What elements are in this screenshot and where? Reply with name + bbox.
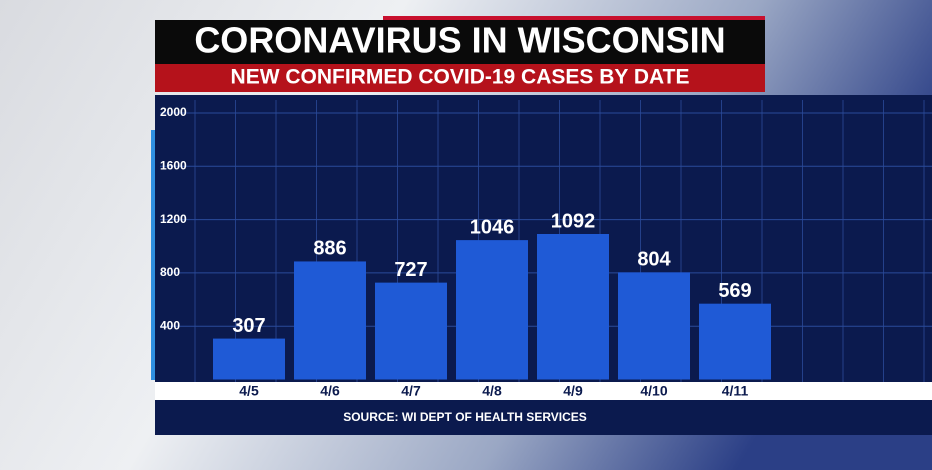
x-tick-label: 4/7 xyxy=(401,383,421,399)
x-tick-label: 4/6 xyxy=(320,383,340,399)
x-tick-label: 4/9 xyxy=(563,383,583,399)
bar xyxy=(699,303,771,380)
bar xyxy=(213,338,285,380)
x-tick-label: 4/11 xyxy=(722,383,749,399)
value-label: 886 xyxy=(313,238,346,260)
bar xyxy=(537,233,609,380)
bar xyxy=(375,282,447,380)
title-box xyxy=(155,20,765,64)
value-label: 569 xyxy=(718,280,751,302)
y-tick-label: 1200 xyxy=(160,212,187,226)
y-tick-label: 1600 xyxy=(160,158,187,172)
chart-subtitle: NEW CONFIRMED COVID-19 CASES BY DATE xyxy=(231,66,690,89)
title-accent xyxy=(383,16,765,20)
value-label: 727 xyxy=(394,259,427,281)
source: SOURCE: WI DEPT OF HEALTH SERVICES xyxy=(343,410,587,424)
value-label: 1092 xyxy=(551,210,596,232)
subtitle-box xyxy=(155,64,765,92)
x-tick-label: 4/10 xyxy=(640,383,667,399)
bar xyxy=(618,272,690,380)
value-label: 1046 xyxy=(470,216,515,238)
value-label: 804 xyxy=(637,249,671,271)
x-axis-strip xyxy=(155,382,932,400)
bar xyxy=(456,240,528,380)
accent-line xyxy=(151,130,155,380)
x-tick-label: 4/5 xyxy=(239,383,259,399)
y-tick-label: 400 xyxy=(160,318,180,332)
chart-title: CORONAVIRUS IN WISCONSIN xyxy=(194,20,725,61)
x-tick-label: 4/8 xyxy=(482,383,502,399)
y-tick-label: 2000 xyxy=(160,105,187,119)
y-tick-label: 800 xyxy=(160,265,180,279)
value-label: 307 xyxy=(232,315,265,337)
bar xyxy=(294,261,366,380)
